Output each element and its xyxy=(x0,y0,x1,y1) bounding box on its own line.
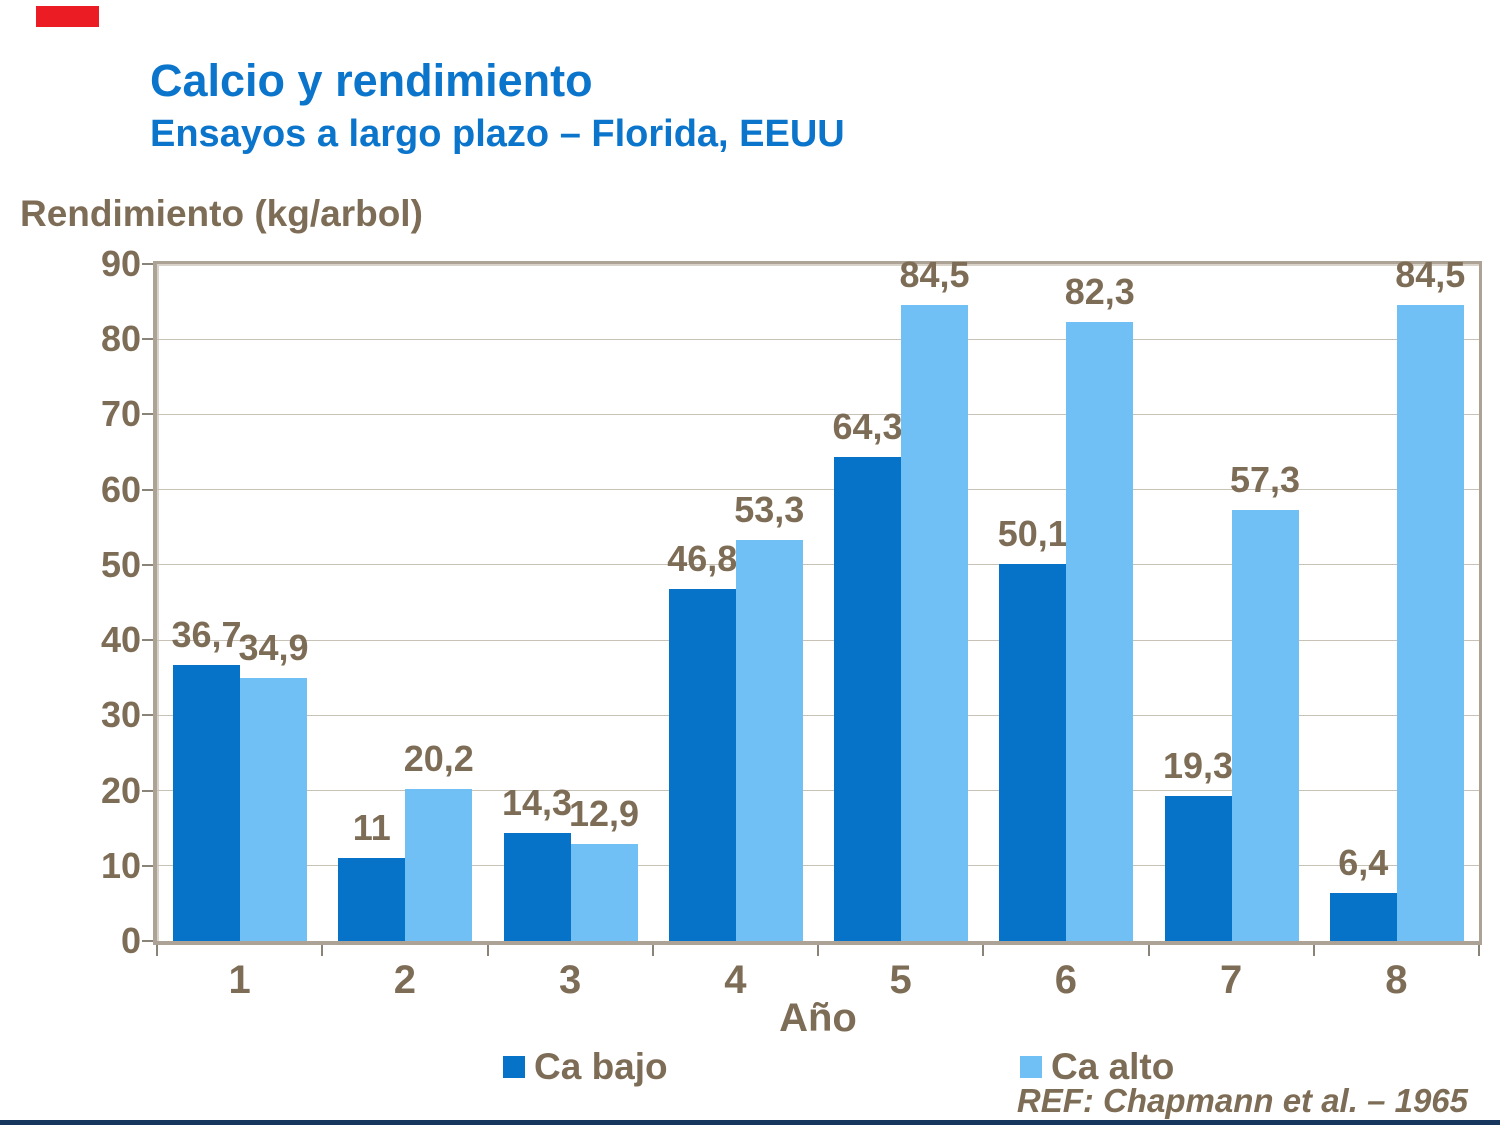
x-tick-mark-2 xyxy=(486,945,489,956)
legend-item-ca-alto: Ca alto xyxy=(1020,1046,1174,1088)
bar-label-ca-alto-year-6: 82,3 xyxy=(1064,270,1135,312)
chart-subtitle: Ensayos a largo plazo – Florida, EEUU xyxy=(150,113,845,155)
bar-label-ca-alto-year-8: 84,5 xyxy=(1395,254,1466,296)
x-tick-label-7: 7 xyxy=(1220,958,1243,1002)
x-tick-label-2: 2 xyxy=(393,958,416,1002)
bar-label-ca-alto-year-4: 53,3 xyxy=(734,489,805,531)
bar-label-ca-alto-year-5: 84,5 xyxy=(899,254,970,296)
y-tick-label-0: 0 xyxy=(120,920,141,961)
bar-label-ca-bajo-year-8: 6,4 xyxy=(1338,841,1389,883)
reference-citation: REF: Chapmann et al. – 1965 xyxy=(1016,1082,1468,1119)
bar-label-ca-bajo-year-5: 64,3 xyxy=(832,406,903,448)
gridline-30 xyxy=(157,714,1479,716)
bar-ca-alto-year-3 xyxy=(570,843,638,941)
gridline-10 xyxy=(157,865,1479,867)
x-tick-label-5: 5 xyxy=(889,958,912,1002)
y-tick-label-10: 10 xyxy=(100,844,141,886)
bar-label-ca-bajo-year-4: 46,8 xyxy=(667,537,738,579)
y-tick-label-50: 50 xyxy=(100,543,141,585)
x-tick-label-3: 3 xyxy=(559,958,582,1002)
bar-ca-bajo-year-2 xyxy=(338,858,406,941)
chart-title: Calcio y rendimiento xyxy=(150,55,593,106)
x-tick-label-6: 6 xyxy=(1054,958,1077,1002)
bar-ca-alto-year-1 xyxy=(240,678,307,941)
bar-ca-bajo-year-6 xyxy=(999,564,1067,941)
x-tick-label-8: 8 xyxy=(1385,958,1408,1002)
y-tick-mark-0 xyxy=(142,940,153,942)
bar-ca-bajo-year-7 xyxy=(1164,795,1232,941)
bar-ca-bajo-year-1 xyxy=(173,664,240,941)
y-tick-label-60: 60 xyxy=(100,468,141,510)
gridline-70 xyxy=(157,413,1479,415)
bar-label-ca-alto-year-1: 34,9 xyxy=(238,627,309,669)
gridline-80 xyxy=(157,338,1479,340)
x-tick-mark-7 xyxy=(1312,945,1315,956)
y-tick-mark-60 xyxy=(142,488,153,491)
x-tick-label-1: 1 xyxy=(228,958,251,1002)
legend-label-ca-alto: Ca alto xyxy=(1051,1046,1175,1087)
bar-ca-bajo-year-8 xyxy=(1329,892,1397,941)
y-tick-mark-40 xyxy=(142,639,153,642)
legend-label-ca-bajo: Ca bajo xyxy=(534,1046,668,1087)
x-tick-label-4: 4 xyxy=(724,958,747,1002)
y-tick-mark-90 xyxy=(142,263,153,265)
y-tick-mark-20 xyxy=(142,789,153,792)
legend-item-ca-bajo: Ca bajo xyxy=(503,1046,668,1088)
red-accent-bar xyxy=(36,6,99,27)
x-tick-mark-1 xyxy=(321,945,324,956)
bar-ca-alto-year-2 xyxy=(405,789,473,941)
bar-label-ca-bajo-year-2: 11 xyxy=(352,807,391,849)
x-tick-mark-5 xyxy=(982,945,985,956)
y-axis-title: Rendimiento (kg/arbol) xyxy=(20,193,423,234)
bar-label-ca-alto-year-7: 57,3 xyxy=(1229,458,1301,500)
bar-ca-alto-year-5 xyxy=(901,305,968,941)
y-tick-mark-50 xyxy=(142,563,153,566)
bar-ca-alto-year-7 xyxy=(1231,509,1299,941)
y-tick-label-40: 40 xyxy=(100,619,141,661)
legend-swatch-ca-bajo xyxy=(503,1056,525,1078)
y-tick-mark-30 xyxy=(142,714,153,717)
x-tick-mark-8 xyxy=(1478,945,1480,956)
x-tick-mark-3 xyxy=(651,945,654,956)
gridline-60 xyxy=(157,489,1479,491)
legend-swatch-ca-alto xyxy=(1020,1056,1042,1078)
bar-ca-bajo-year-3 xyxy=(503,833,571,941)
gridline-40 xyxy=(157,639,1479,641)
bar-label-ca-bajo-year-7: 19,3 xyxy=(1162,744,1234,786)
bar-label-ca-alto-year-3: 12,9 xyxy=(568,792,640,834)
bar-label-ca-bajo-year-3: 14,3 xyxy=(501,782,573,824)
bar-ca-alto-year-4 xyxy=(735,540,803,941)
y-tick-mark-70 xyxy=(142,413,153,416)
y-tick-mark-80 xyxy=(142,338,153,341)
bar-ca-alto-year-6 xyxy=(1066,321,1134,941)
bar-ca-bajo-year-5 xyxy=(834,457,901,941)
y-tick-label-70: 70 xyxy=(100,393,141,435)
bar-label-ca-bajo-year-1: 36,7 xyxy=(171,613,242,655)
y-tick-label-90: 90 xyxy=(100,243,141,284)
x-axis-title: Año xyxy=(779,996,857,1040)
bottom-accent-band xyxy=(0,1120,1500,1125)
x-tick-mark-4 xyxy=(817,945,819,956)
y-tick-label-20: 20 xyxy=(100,769,141,811)
gridline-50 xyxy=(157,564,1479,566)
bar-ca-bajo-year-4 xyxy=(668,588,736,941)
y-tick-label-30: 30 xyxy=(100,694,141,736)
y-tick-mark-10 xyxy=(142,864,153,867)
x-tick-mark-6 xyxy=(1147,945,1150,956)
gridline-20 xyxy=(157,790,1479,792)
bar-ca-alto-year-8 xyxy=(1396,305,1464,941)
y-tick-label-80: 80 xyxy=(100,318,141,360)
bar-label-ca-bajo-year-6: 50,1 xyxy=(997,513,1068,555)
x-tick-mark-0 xyxy=(156,945,158,956)
bar-label-ca-alto-year-2: 20,2 xyxy=(403,738,474,780)
